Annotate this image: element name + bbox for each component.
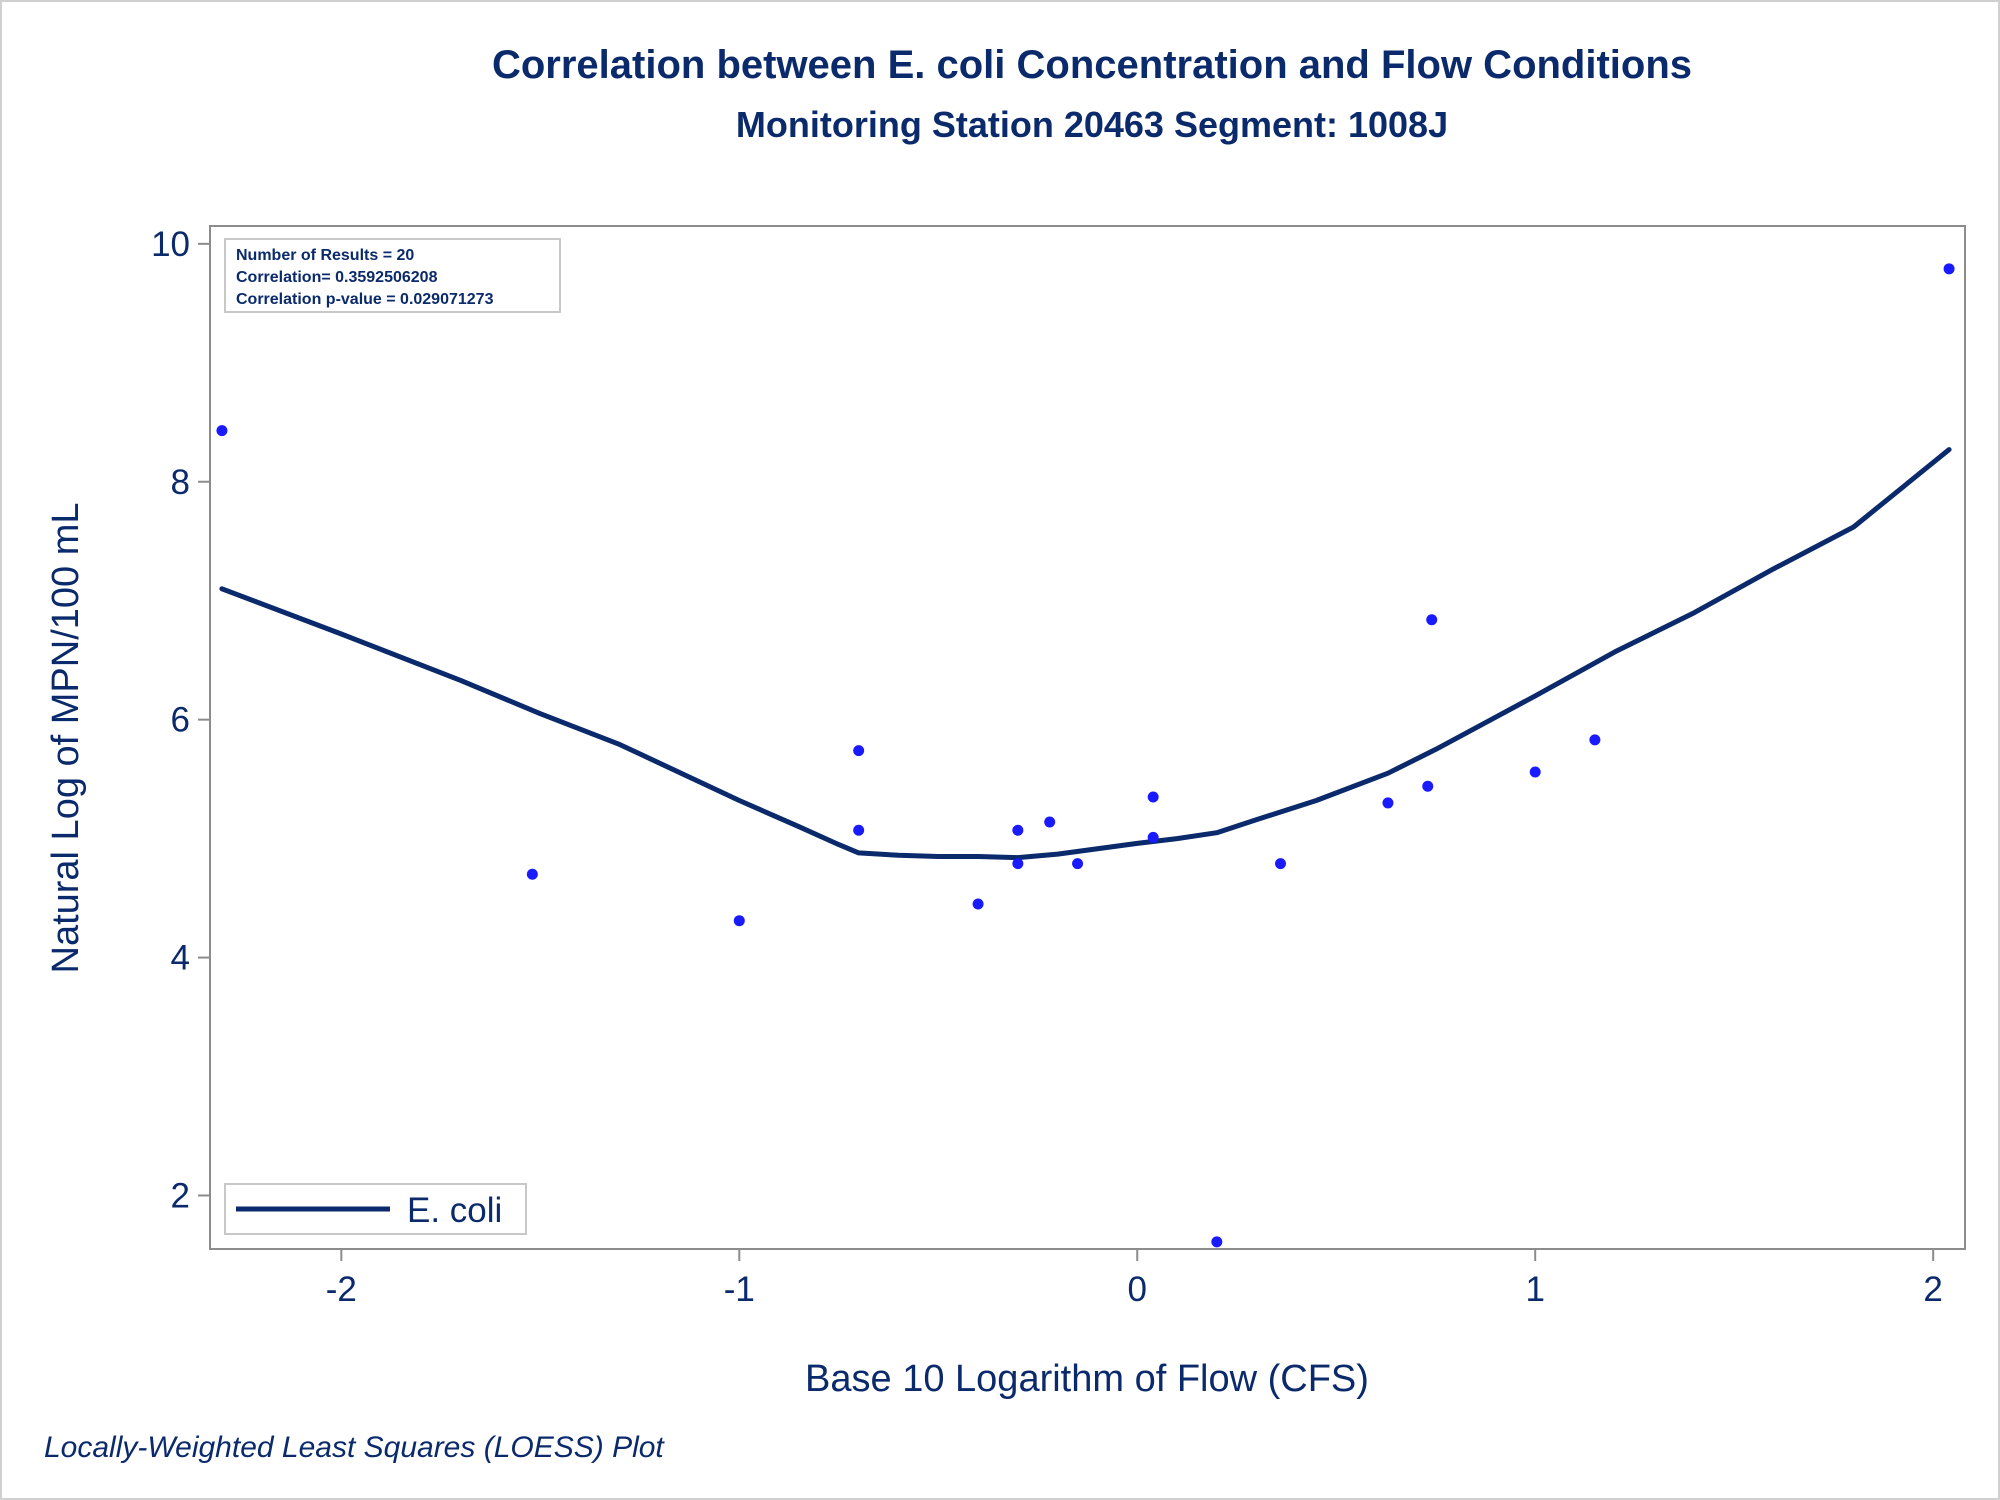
y-tick-label: 8 — [171, 463, 190, 502]
data-point — [1072, 858, 1084, 870]
x-axis-label: Base 10 Logarithm of Flow (CFS) — [805, 1358, 1369, 1400]
data-point — [526, 868, 538, 880]
footnote: Locally-Weighted Least Squares (LOESS) P… — [44, 1431, 665, 1464]
stats-line-count: Number of Results = 20 — [236, 247, 414, 264]
data-point — [216, 425, 228, 437]
loess-line-ecoli — [219, 447, 1952, 861]
data-point — [1044, 816, 1056, 828]
y-axis-label: Natural Log of MPN/100 mL — [45, 502, 87, 973]
x-tick-label: -1 — [724, 1270, 755, 1309]
y-tick-label: 2 — [171, 1176, 190, 1215]
data-point — [1012, 858, 1024, 870]
x-axis: -2 -1 0 1 2 — [326, 1249, 1943, 1309]
x-tick-label: 2 — [1923, 1270, 1942, 1309]
data-point — [733, 915, 745, 927]
data-point — [1211, 1236, 1223, 1248]
data-point — [1943, 263, 1955, 275]
data-point — [1422, 780, 1434, 792]
data-point — [1147, 831, 1159, 843]
data-point — [972, 898, 984, 910]
legend-label-ecoli: E. coli — [407, 1191, 502, 1230]
data-point — [1529, 766, 1541, 778]
x-tick-label: 0 — [1128, 1270, 1147, 1309]
data-point — [853, 745, 865, 757]
stats-line-correlation: Correlation= 0.3592506208 — [236, 269, 438, 286]
stats-box-border — [224, 238, 561, 313]
stats-box: Number of Results = 20 Correlation= 0.35… — [224, 238, 561, 313]
y-tick-label: 6 — [171, 701, 190, 740]
x-tick-label: -2 — [326, 1270, 357, 1309]
y-tick-label: 10 — [151, 225, 190, 264]
data-point — [853, 824, 865, 836]
data-point — [1275, 858, 1287, 870]
plot-area — [209, 225, 1966, 1250]
data-point — [1382, 797, 1394, 809]
data-point — [1589, 734, 1601, 746]
legend: E. coli — [224, 1183, 527, 1235]
stats-line-pvalue: Correlation p-value = 0.029071273 — [236, 291, 494, 308]
y-tick-label: 4 — [171, 939, 190, 978]
data-point — [1426, 614, 1438, 626]
loess-layer — [219, 447, 1952, 861]
chart-subtitle: Monitoring Station 20463 Segment: 1008J — [736, 104, 1448, 145]
data-point — [1012, 824, 1024, 836]
points-layer — [216, 263, 1955, 1248]
data-point — [1147, 791, 1159, 803]
chart-title: Correlation between E. coli Concentratio… — [492, 43, 1692, 87]
y-axis: 2 4 6 8 10 — [151, 225, 210, 1215]
x-tick-label: 1 — [1525, 1270, 1544, 1309]
